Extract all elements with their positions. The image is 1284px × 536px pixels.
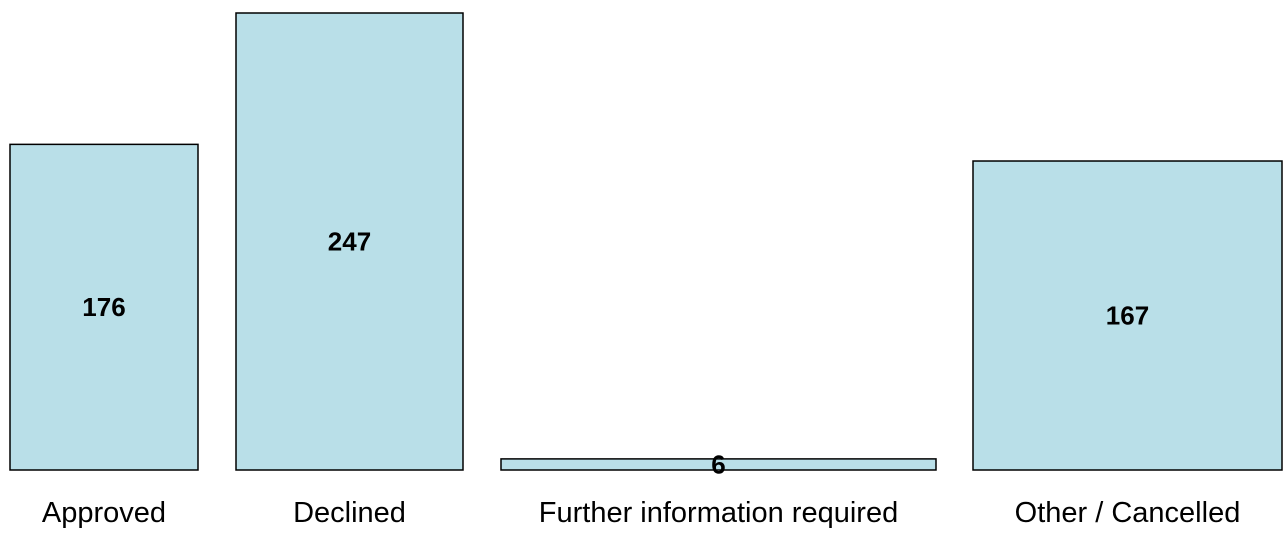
bar-declined	[235, 12, 464, 471]
category-label-other-cancelled: Other / Cancelled	[1015, 497, 1241, 529]
bars	[9, 12, 1283, 471]
data-label-other-cancelled: 167	[1106, 301, 1149, 331]
bar-further-information-required	[500, 458, 937, 471]
data-labels: 176 247 6 167	[82, 227, 1149, 480]
data-label-declined: 247	[328, 227, 371, 257]
data-label-approved: 176	[82, 292, 125, 322]
data-label-further-information-required: 6	[711, 449, 725, 479]
category-label-further-information-required: Further information required	[539, 497, 898, 529]
bar-other-cancelled	[972, 160, 1283, 471]
category-label-approved: Approved	[42, 497, 166, 529]
category-labels: Approved Declined Further information requ…	[42, 497, 1240, 529]
category-label-declined: Declined	[293, 497, 406, 529]
bar-approved	[9, 143, 199, 471]
